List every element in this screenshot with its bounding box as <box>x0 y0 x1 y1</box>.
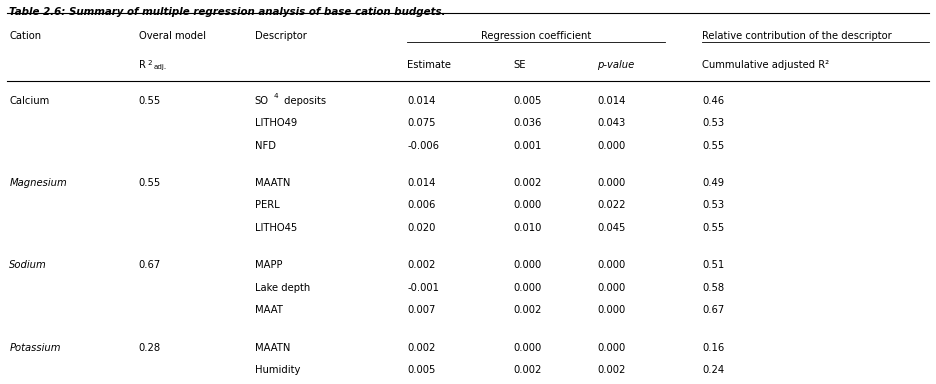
Text: 0.043: 0.043 <box>597 118 625 128</box>
Text: MAAT: MAAT <box>255 305 283 315</box>
Text: 0.000: 0.000 <box>597 141 625 151</box>
Text: Descriptor: Descriptor <box>255 31 306 41</box>
Text: 0.000: 0.000 <box>597 178 625 188</box>
Text: 0.000: 0.000 <box>513 260 541 270</box>
Text: 4: 4 <box>273 93 278 99</box>
Text: Potassium: Potassium <box>9 343 61 353</box>
Text: SO: SO <box>255 96 269 106</box>
Text: 0.55: 0.55 <box>702 141 724 151</box>
Text: p-value: p-value <box>597 60 635 70</box>
Text: NFD: NFD <box>255 141 275 151</box>
Text: 0.53: 0.53 <box>702 200 724 210</box>
Text: PERL: PERL <box>255 200 279 210</box>
Text: MAPP: MAPP <box>255 260 282 270</box>
Text: 0.51: 0.51 <box>702 260 724 270</box>
Text: 0.000: 0.000 <box>513 283 541 293</box>
Text: 0.007: 0.007 <box>407 305 435 315</box>
Text: 0.010: 0.010 <box>513 223 541 233</box>
Text: Humidity: Humidity <box>255 365 300 375</box>
Text: Estimate: Estimate <box>407 60 451 70</box>
Text: 0.002: 0.002 <box>513 305 541 315</box>
Text: Magnesium: Magnesium <box>9 178 67 188</box>
Text: MAATN: MAATN <box>255 178 290 188</box>
Text: 0.002: 0.002 <box>597 365 625 375</box>
Text: 0.014: 0.014 <box>597 96 625 106</box>
Text: LITHO49: LITHO49 <box>255 118 297 128</box>
Text: 0.002: 0.002 <box>513 178 541 188</box>
Text: 0.24: 0.24 <box>702 365 724 375</box>
Text: 0.28: 0.28 <box>139 343 161 353</box>
Text: 0.55: 0.55 <box>139 96 161 106</box>
Text: 0.53: 0.53 <box>702 118 724 128</box>
Text: Cummulative adjusted R²: Cummulative adjusted R² <box>702 60 829 70</box>
Text: Cation: Cation <box>9 31 41 41</box>
Text: Sodium: Sodium <box>9 260 47 270</box>
Text: 0.075: 0.075 <box>407 118 435 128</box>
Text: 0.005: 0.005 <box>513 96 541 106</box>
Text: 0.58: 0.58 <box>702 283 724 293</box>
Text: 2: 2 <box>148 60 153 66</box>
Text: 0.006: 0.006 <box>407 200 435 210</box>
Text: 0.000: 0.000 <box>597 305 625 315</box>
Text: 0.014: 0.014 <box>407 96 435 106</box>
Text: 0.002: 0.002 <box>407 343 435 353</box>
Text: LITHO45: LITHO45 <box>255 223 297 233</box>
Text: 0.16: 0.16 <box>702 343 724 353</box>
Text: 0.55: 0.55 <box>702 223 724 233</box>
Text: 0.000: 0.000 <box>597 260 625 270</box>
Text: 0.002: 0.002 <box>407 260 435 270</box>
Text: 0.002: 0.002 <box>513 365 541 375</box>
Text: -0.006: -0.006 <box>407 141 439 151</box>
Text: adj.: adj. <box>154 64 167 70</box>
Text: 0.000: 0.000 <box>597 343 625 353</box>
Text: 0.022: 0.022 <box>597 200 625 210</box>
Text: 0.014: 0.014 <box>407 178 435 188</box>
Text: 0.49: 0.49 <box>702 178 724 188</box>
Text: 0.000: 0.000 <box>597 283 625 293</box>
Text: 0.000: 0.000 <box>513 343 541 353</box>
Text: Calcium: Calcium <box>9 96 50 106</box>
Text: 0.000: 0.000 <box>513 200 541 210</box>
Text: Overal model: Overal model <box>139 31 206 41</box>
Text: 0.036: 0.036 <box>513 118 541 128</box>
Text: 0.045: 0.045 <box>597 223 625 233</box>
Text: Table 2.6: Summary of multiple regression analysis of base cation budgets.: Table 2.6: Summary of multiple regressio… <box>9 7 446 17</box>
Text: 0.67: 0.67 <box>702 305 724 315</box>
Text: deposits: deposits <box>281 96 326 106</box>
Text: MAATN: MAATN <box>255 343 290 353</box>
Text: 0.55: 0.55 <box>139 178 161 188</box>
Text: SE: SE <box>513 60 525 70</box>
Text: Regression coefficient: Regression coefficient <box>481 31 591 41</box>
Text: Relative contribution of the descriptor: Relative contribution of the descriptor <box>702 31 892 41</box>
Text: R: R <box>139 60 145 70</box>
Text: 0.005: 0.005 <box>407 365 435 375</box>
Text: 0.001: 0.001 <box>513 141 541 151</box>
Text: 0.67: 0.67 <box>139 260 161 270</box>
Text: 0.020: 0.020 <box>407 223 435 233</box>
Text: Lake depth: Lake depth <box>255 283 310 293</box>
Text: -0.001: -0.001 <box>407 283 439 293</box>
Text: 0.46: 0.46 <box>702 96 724 106</box>
